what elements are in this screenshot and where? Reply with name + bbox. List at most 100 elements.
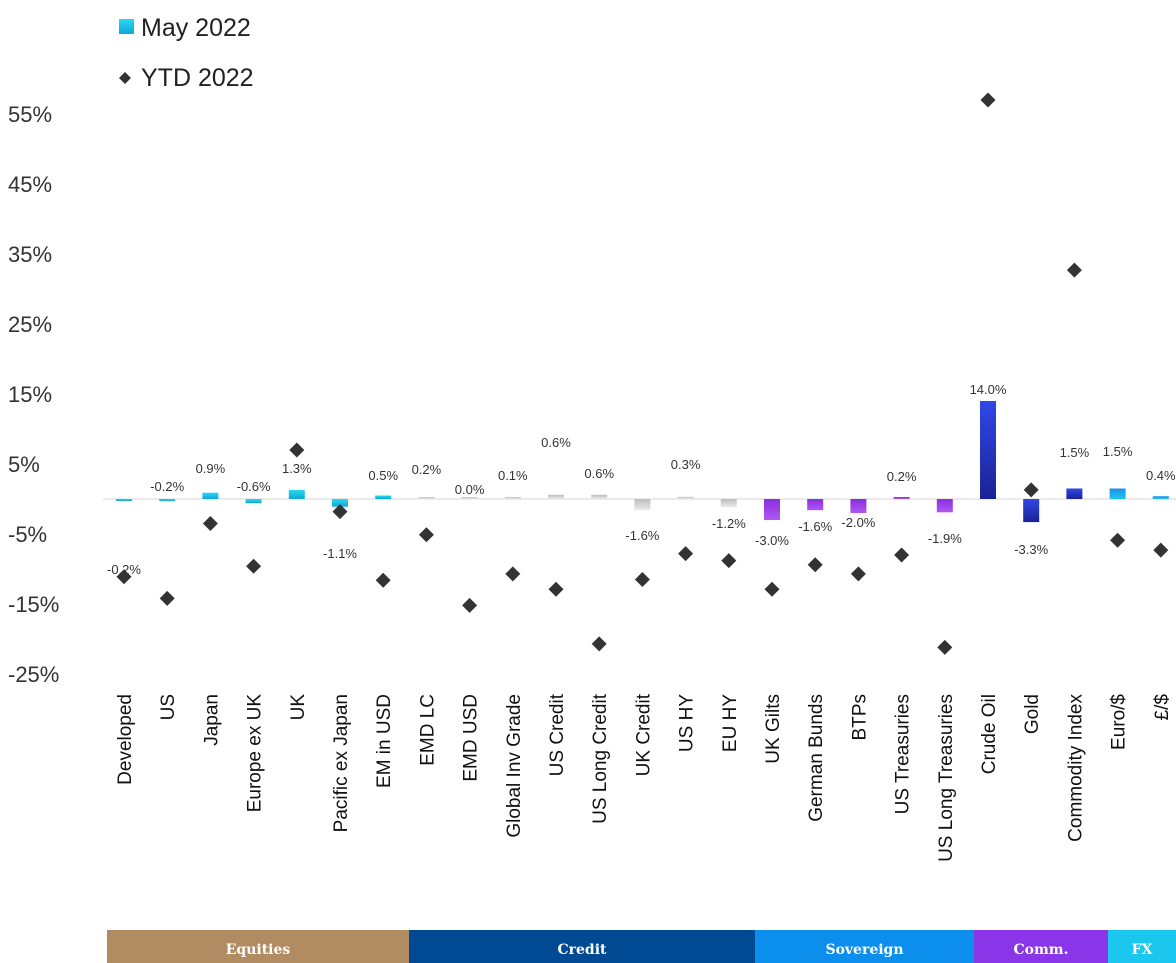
- ytd-diamond-marker: [894, 547, 910, 563]
- legend-label-series-1: May 2022: [141, 14, 251, 42]
- bar-labels: -0.2%-0.2%0.9%-0.6%1.3%-1.1%0.5%0.2%0.0%…: [107, 382, 1176, 577]
- ytd-diamond-marker: [1110, 532, 1126, 548]
- bar-may-2022: [936, 499, 953, 513]
- bar-value-label: 0.9%: [196, 461, 226, 476]
- bar-may-2022: [245, 499, 262, 504]
- bar-value-label: 0.5%: [368, 468, 398, 483]
- x-category-label: German Bunds: [806, 694, 827, 822]
- y-tick-label: -5%: [8, 522, 47, 547]
- x-category-label: EM in USD: [374, 694, 395, 788]
- group-band: [1108, 930, 1176, 963]
- x-category-label: Pacific ex Japan: [331, 694, 352, 832]
- ytd-diamond-marker: [505, 566, 521, 582]
- group-band-label: Equities: [226, 942, 291, 958]
- bar-may-2022: [677, 496, 694, 499]
- bar-may-2022: [375, 495, 392, 499]
- bar-may-2022: [548, 494, 564, 499]
- group-band: [409, 930, 755, 963]
- x-category-label: Gold: [1022, 694, 1043, 734]
- x-category-label: US Credit: [547, 693, 568, 776]
- bar-value-label: 1.5%: [1060, 445, 1090, 460]
- ytd-diamond-marker: [980, 92, 996, 108]
- ytd-diamond-marker: [289, 442, 305, 458]
- bar-value-label: -1.6%: [625, 528, 659, 543]
- x-category-label: UK: [288, 694, 309, 721]
- bar-value-label: 1.3%: [282, 461, 312, 476]
- bar-may-2022: [764, 499, 780, 520]
- x-category-label: Japan: [201, 694, 222, 746]
- ytd-diamond-marker: [721, 553, 737, 569]
- ytd-diamond-marker: [116, 569, 132, 585]
- bar-may-2022: [720, 499, 737, 508]
- ytd-diamond-marker: [850, 566, 866, 582]
- group-band-label: Comm.: [1014, 942, 1069, 958]
- y-tick-label: 15%: [8, 382, 52, 407]
- y-tick-label: -15%: [8, 592, 59, 617]
- bar-value-label: 0.6%: [541, 435, 571, 450]
- bar-value-label: 0.2%: [887, 469, 917, 484]
- ytd-diamond-marker: [202, 516, 218, 531]
- x-category-label: US HY: [677, 694, 698, 752]
- group-band: [107, 930, 409, 963]
- ytd-diamond-marker: [634, 572, 650, 587]
- x-category-label: BTPs: [849, 694, 870, 740]
- bar-may-2022: [288, 489, 305, 499]
- ytd-diamond-marker: [246, 558, 262, 574]
- group-band: [755, 930, 974, 963]
- legend-swatch-diamond: [119, 72, 131, 84]
- bar-may-2022: [1152, 496, 1169, 499]
- legend-label-series-2: YTD 2022: [141, 64, 254, 92]
- legend-swatch-bar: [119, 19, 134, 34]
- bar-may-2022: [332, 499, 348, 507]
- bar-value-label: 1.5%: [1103, 444, 1133, 459]
- bar-may-2022: [202, 492, 219, 499]
- bar-value-label: -2.0%: [841, 515, 875, 530]
- bar-may-2022: [850, 499, 867, 513]
- y-tick-label: -25%: [8, 662, 59, 687]
- bar-value-label: 0.0%: [455, 482, 485, 497]
- bar-may-2022: [634, 499, 651, 511]
- bar-value-label: -1.6%: [798, 519, 832, 534]
- y-tick-label: 5%: [8, 452, 40, 477]
- y-tick-label: 45%: [8, 172, 52, 197]
- y-tick-label: 25%: [8, 312, 52, 337]
- x-category-label: UK Credit: [633, 693, 654, 776]
- bar-may-2022: [1066, 488, 1083, 499]
- ytd-diamond-marker: [548, 581, 564, 597]
- bar-value-label: -0.6%: [237, 479, 271, 494]
- bar-value-label: 0.1%: [498, 468, 528, 483]
- x-category-label: US Long Credit: [590, 693, 611, 824]
- x-category-label: US Treasuries: [893, 694, 914, 814]
- x-category-label: US Long Treasuries: [936, 694, 957, 862]
- ytd-diamond-marker: [418, 527, 434, 543]
- y-axis: 55% 45% 35% 25% 15% 5% -5% -15% -25%: [8, 102, 59, 687]
- bar-may-2022: [504, 497, 521, 499]
- bar-value-label: -3.3%: [1014, 542, 1048, 557]
- x-category-label: Commodity Index: [1065, 694, 1086, 842]
- bar-may-2022: [1023, 499, 1040, 523]
- ytd-diamond-marker: [764, 581, 780, 597]
- x-category-label: Crude Oil: [979, 694, 1000, 774]
- ytd-diamond-marker: [332, 504, 348, 520]
- bar-may-2022: [461, 497, 478, 499]
- ytd-diamond-marker: [462, 597, 478, 613]
- y-tick-label: 35%: [8, 242, 52, 267]
- ytd-diamond-marker: [807, 557, 823, 573]
- bar-may-2022: [591, 494, 608, 499]
- x-category-label: £/$: [1152, 694, 1173, 721]
- bar-value-label: -1.1%: [323, 546, 357, 561]
- ytd-diamond-marker: [937, 639, 953, 655]
- x-category-label: EMD USD: [461, 694, 482, 782]
- bar-may-2022: [980, 401, 996, 499]
- bar-value-label: 0.2%: [412, 462, 442, 477]
- category-group-bands: Equities Credit Sovereign Comm. FX: [107, 930, 1176, 963]
- x-category-label: Global Inv Grade: [504, 694, 525, 838]
- x-category-label: Europe ex UK: [245, 694, 266, 813]
- x-category-label: Euro/$: [1109, 694, 1130, 750]
- bar-value-label: -0.2%: [150, 479, 184, 494]
- x-category-label: UK Gilts: [763, 694, 784, 764]
- bars: [116, 401, 1169, 523]
- bar-value-label: 0.3%: [671, 457, 701, 472]
- group-band: [974, 930, 1108, 963]
